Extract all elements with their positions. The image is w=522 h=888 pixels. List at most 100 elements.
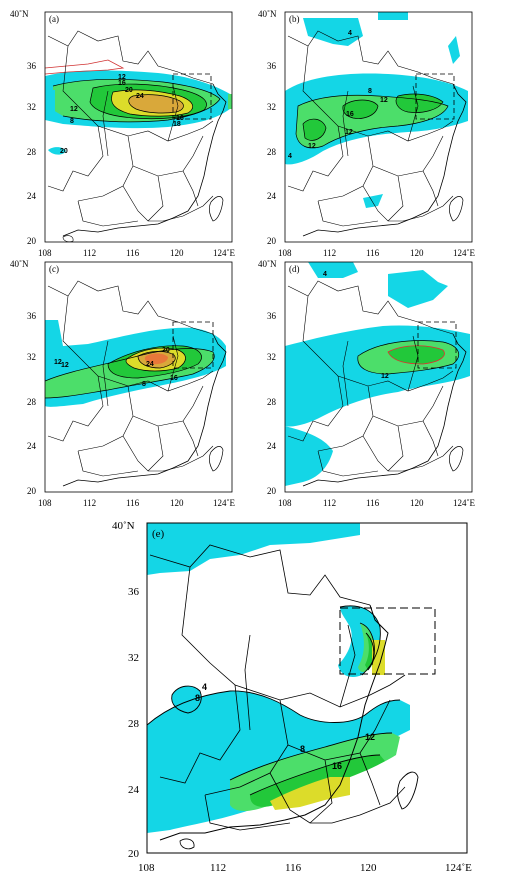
contour-label: 8: [142, 381, 146, 388]
lat-label: 28: [27, 397, 37, 407]
contour-label: 20: [125, 87, 133, 94]
hainan-outline: [179, 838, 195, 850]
lon-label: 112: [210, 862, 226, 874]
taiwan-outline: [397, 771, 419, 810]
contour-label: 8: [195, 693, 200, 703]
contour-line: [45, 348, 215, 399]
coastline: [302, 83, 467, 237]
contour-label: 24: [136, 93, 144, 100]
lat-label: 20: [128, 848, 140, 860]
contour-fill-4: [378, 12, 408, 20]
map-frame: [146, 522, 468, 854]
contour-label: 12: [365, 732, 375, 742]
panel-b-svg: 40˚N 36 32 28 24 20 (b) 4 8 12: [258, 9, 475, 258]
lon-label: 108: [38, 498, 52, 508]
contour-fill-20: [128, 94, 184, 113]
contour-fill-4: [448, 36, 460, 64]
contour-line: [52, 79, 221, 123]
contour-fill-24: [144, 353, 168, 365]
lat-label: 28: [267, 147, 277, 157]
map-panel-c: 40˚N 36 32 28 24 20 (c) 20 24 16 12 8 1: [8, 256, 263, 508]
lon-label: 120: [410, 498, 424, 508]
contour-fill-12: [303, 119, 326, 141]
lon-label: 116: [126, 498, 140, 508]
study-region-box: [172, 321, 214, 369]
lat-label: 36: [27, 61, 37, 71]
contour-label: 8: [300, 744, 305, 754]
contour-fill-4: [363, 194, 383, 208]
contour-label: 20: [162, 347, 170, 354]
panel-c-svg: 40˚N 36 32 28 24 20 (c) 20 24 16 12 8 1: [10, 259, 235, 508]
province-boundary: [287, 280, 454, 477]
lat-label: 36: [128, 586, 140, 598]
panel-label: (e): [152, 528, 165, 540]
lat-label: 20: [27, 236, 37, 246]
study-region-box: [415, 73, 455, 120]
contour-label: 16: [170, 375, 178, 382]
contour-label: 16: [176, 115, 184, 122]
contour-label: 12: [54, 359, 62, 366]
lat-label-top: 40˚N: [10, 259, 29, 269]
lat-label: 24: [128, 784, 140, 796]
contour-label: 16: [346, 111, 354, 118]
contour-line: [107, 345, 202, 379]
contour-label: 18: [173, 121, 181, 128]
lat-label: 28: [27, 147, 37, 157]
lat-label: 24: [27, 191, 37, 201]
contour-line: [147, 690, 401, 726]
map-frame: [44, 11, 233, 243]
lat-label-top: 40˚N: [112, 520, 135, 532]
panel-label: (d): [289, 264, 300, 274]
map-panel-a: 40˚N 36 32 28 24 20: [8, 6, 263, 258]
contour-line: [357, 340, 460, 375]
contour-fill-4: [285, 426, 333, 486]
lat-label: 32: [267, 352, 276, 362]
lat-label: 28: [128, 718, 140, 730]
contour-label: 8: [368, 88, 372, 95]
map-frame: [284, 261, 473, 493]
contour-fill-4: [147, 523, 360, 575]
province-boundary: [287, 30, 454, 227]
lon-label: 108: [278, 248, 292, 258]
contour-label: 12: [61, 362, 69, 369]
lon-label: 120: [170, 498, 184, 508]
lon-label: 112: [83, 498, 96, 508]
lat-label: 36: [267, 61, 277, 71]
contour-label: 20: [60, 148, 68, 155]
map-frame: [284, 11, 473, 243]
taiwan-outline: [208, 446, 224, 472]
lat-label: 28: [267, 397, 277, 407]
province-boundary: [47, 30, 214, 227]
lat-label: 32: [27, 102, 36, 112]
contour-fill-16: [372, 640, 385, 675]
contour-fill-4: [285, 325, 470, 427]
lat-label: 36: [27, 311, 37, 321]
contour-label: 12: [308, 143, 316, 150]
lon-label: 108: [138, 862, 155, 874]
coastline: [62, 83, 227, 237]
province-boundary: [149, 544, 406, 831]
lat-label: 20: [27, 486, 37, 496]
contour-label: 16: [118, 80, 126, 87]
contour-label: 12: [381, 373, 389, 380]
study-region-box: [339, 607, 436, 675]
contour-line: [249, 754, 381, 796]
contour-label: 4: [348, 30, 352, 37]
contour-label: 4: [202, 682, 207, 692]
red-contour: [45, 59, 125, 75]
lon-label: 116: [366, 248, 380, 258]
panel-label: (c): [49, 264, 59, 274]
lon-label: 124˚E: [453, 248, 475, 258]
lon-label: 124˚E: [453, 498, 475, 508]
contour-line: [171, 685, 202, 714]
coastline: [302, 333, 467, 487]
lon-label: 112: [323, 498, 336, 508]
contour-label: 12: [380, 97, 388, 104]
contour-fill-12: [388, 345, 445, 364]
lon-label: 124˚E: [213, 498, 235, 508]
contour-line: [111, 89, 194, 117]
lat-label-top: 40˚N: [258, 9, 277, 19]
lat-label: 20: [267, 486, 277, 496]
lat-label-top: 40˚N: [10, 9, 29, 19]
contour-line: [342, 99, 379, 119]
